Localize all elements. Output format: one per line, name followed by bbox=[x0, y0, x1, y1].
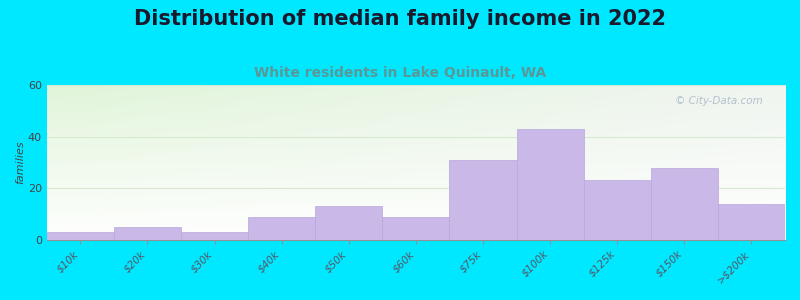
Y-axis label: families: families bbox=[15, 141, 25, 184]
Bar bbox=[315, 206, 382, 240]
Bar bbox=[718, 204, 785, 240]
Bar bbox=[650, 167, 718, 240]
Bar bbox=[46, 232, 114, 240]
Bar bbox=[181, 232, 248, 240]
Text: White residents in Lake Quinault, WA: White residents in Lake Quinault, WA bbox=[254, 66, 546, 80]
Bar bbox=[517, 129, 584, 240]
Bar bbox=[584, 180, 650, 240]
Bar bbox=[248, 217, 315, 240]
Bar bbox=[382, 217, 450, 240]
Bar bbox=[450, 160, 517, 240]
Text: © City-Data.com: © City-Data.com bbox=[675, 96, 763, 106]
Bar bbox=[114, 227, 181, 240]
Text: Distribution of median family income in 2022: Distribution of median family income in … bbox=[134, 9, 666, 29]
